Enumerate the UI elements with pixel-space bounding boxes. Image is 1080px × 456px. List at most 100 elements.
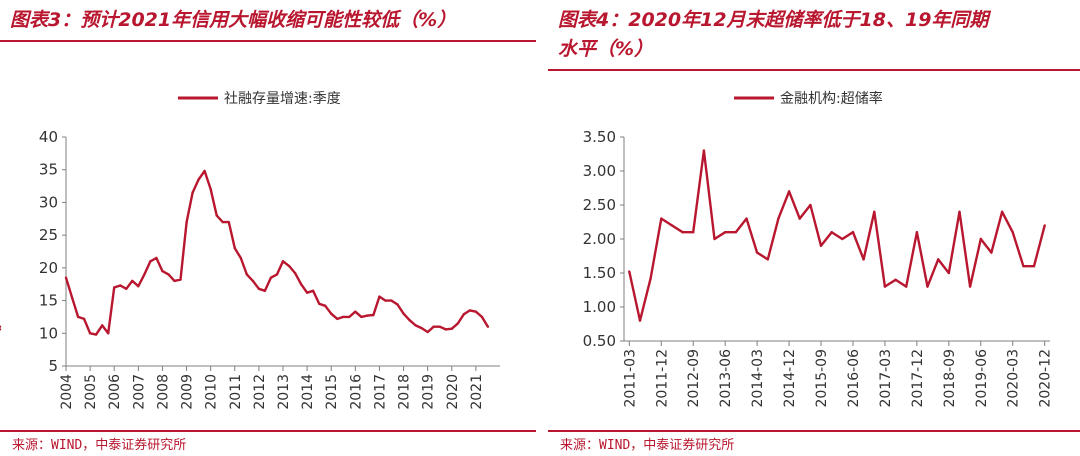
data-point	[336, 317, 339, 321]
data-point	[263, 289, 267, 292]
data-point	[342, 315, 345, 319]
source-note: 来源：WIND，中泰证券研究所	[560, 438, 735, 453]
data-point	[681, 231, 684, 234]
x-tick-label: 2012-09	[686, 349, 702, 408]
data-point	[809, 203, 812, 207]
x-tick-label: 2018-09	[942, 349, 958, 408]
x-tick-label: 2015	[324, 374, 340, 410]
y-tick-label: 20	[39, 259, 58, 277]
x-tick-label: 2004	[59, 374, 75, 410]
data-point	[873, 210, 876, 213]
line-chart-excess-reserve-ratio: 金融机构:超储率 0.50 1.00 1.50 2.00 2.50 3.00 3.50 2011…	[583, 90, 1054, 408]
source-rule	[548, 430, 1080, 432]
x-tick-label: 2013-06	[718, 349, 734, 408]
source-rule	[0, 430, 536, 432]
y-tick-label: 35	[39, 161, 58, 179]
title-rule	[548, 69, 1080, 71]
data-point	[173, 279, 176, 283]
data-point	[251, 279, 255, 283]
data-point	[926, 285, 929, 288]
data-point	[378, 295, 381, 298]
data-point	[947, 271, 950, 275]
x-tick-label: 2007	[131, 374, 147, 410]
data-point	[257, 287, 261, 290]
data-point	[113, 286, 116, 289]
x-tick-label: 2009	[180, 374, 196, 410]
series-line	[64, 169, 489, 336]
data-point	[724, 231, 727, 234]
data-point	[384, 299, 387, 302]
y-tick-label: 2.00	[583, 230, 616, 248]
y-tick-label: 1.00	[583, 298, 616, 316]
data-point	[76, 315, 80, 319]
x-tick-label: 2012	[252, 374, 268, 410]
data-point	[64, 276, 68, 279]
x-tick-label: 2021	[469, 374, 485, 410]
data-point	[372, 313, 375, 317]
legend-label: 社融存量增速:季度	[224, 91, 341, 107]
x-tick-label: 2010	[204, 374, 220, 410]
data-point	[70, 296, 74, 299]
data-point	[161, 269, 164, 273]
data-point	[480, 315, 484, 319]
y-tick-label: 2.50	[583, 196, 616, 214]
data-point	[191, 191, 194, 194]
chart-title-line-1: 图表4：2020年12月末超储率低于18、19年同期	[558, 9, 989, 31]
data-point	[324, 304, 327, 307]
x-tick-label: 2020-12	[1038, 349, 1054, 408]
x-tick-label: 2014-12	[782, 349, 798, 408]
y-tick-label: 15	[39, 292, 58, 310]
data-point	[269, 276, 273, 279]
y-tick-label: 3.00	[583, 162, 616, 180]
y-tick-label: 40	[39, 128, 58, 146]
data-point	[426, 330, 429, 334]
data-point	[958, 210, 961, 213]
data-point	[221, 220, 224, 224]
data-point	[841, 237, 844, 241]
data-point	[638, 319, 642, 322]
data-point	[318, 302, 321, 305]
data-point	[937, 258, 940, 261]
data-point	[968, 285, 972, 288]
chart-title: 图表3：预计2021年信用大幅收缩可能性较低（%）	[10, 6, 528, 35]
line-chart-credit-growth: 社融存量增速:季度 5 10 15 20 25 30 35 40 2004 2005 2006 2007…	[0, 91, 500, 410]
data-point	[660, 217, 663, 220]
title-rule	[0, 40, 536, 42]
data-point	[402, 312, 405, 315]
y-tick-label: 25	[39, 226, 58, 244]
data-point	[275, 273, 279, 276]
x-tick-label: 2011-03	[622, 349, 638, 408]
data-point	[745, 217, 748, 220]
data-point	[915, 231, 919, 234]
data-point	[94, 333, 98, 336]
data-point	[766, 258, 769, 261]
x-tick-label: 2014	[300, 374, 316, 410]
data-point	[137, 285, 140, 288]
data-point	[628, 270, 631, 273]
data-point	[755, 251, 759, 254]
data-point	[293, 271, 297, 275]
data-point	[438, 325, 441, 328]
data-point	[1000, 210, 1004, 213]
data-point	[713, 237, 716, 241]
data-point	[149, 260, 152, 263]
data-point	[734, 231, 737, 234]
data-point	[905, 285, 908, 288]
data-point	[203, 169, 206, 173]
data-point	[311, 289, 315, 292]
data-point	[88, 332, 92, 335]
x-tick-label: 2018	[397, 374, 413, 410]
data-point	[305, 291, 309, 294]
x-tick-label: 2016-06	[846, 349, 862, 408]
y-tick-label: 30	[39, 193, 58, 211]
data-point	[420, 326, 423, 330]
data-point	[233, 247, 236, 250]
data-point	[649, 277, 652, 280]
chart-title: 图表4：2020年12月末超储率低于18、19年同期 水平（%）	[558, 6, 1072, 64]
y-tick-label: 3.50	[583, 128, 616, 146]
data-point	[777, 217, 780, 220]
data-point	[0, 325, 2, 328]
data-point	[299, 283, 303, 286]
x-tick-label: 2016	[348, 374, 364, 410]
chart-title-text: 图表3：预计2021年信用大幅收缩可能性较低（%）	[10, 9, 457, 31]
